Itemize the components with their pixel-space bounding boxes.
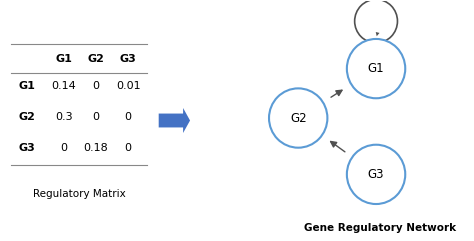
Text: 0: 0 (92, 81, 100, 91)
Text: G1: G1 (18, 81, 35, 91)
Text: 0: 0 (125, 112, 132, 122)
Text: 0.18: 0.18 (83, 143, 109, 153)
Text: 0.01: 0.01 (116, 81, 141, 91)
Text: 0: 0 (125, 143, 132, 153)
Text: G2: G2 (18, 112, 35, 122)
Text: Gene Regulatory Network: Gene Regulatory Network (303, 223, 456, 233)
Text: 0: 0 (60, 143, 67, 153)
Ellipse shape (347, 39, 405, 98)
Text: 0.14: 0.14 (51, 81, 76, 91)
Ellipse shape (269, 88, 328, 148)
Text: Regulatory Matrix: Regulatory Matrix (34, 189, 126, 199)
Ellipse shape (347, 145, 405, 204)
Text: G2: G2 (290, 112, 307, 125)
Text: 0.3: 0.3 (55, 112, 73, 122)
Text: G1: G1 (368, 62, 384, 75)
Text: G3: G3 (368, 168, 384, 181)
Text: G2: G2 (88, 54, 104, 64)
Text: G1: G1 (55, 54, 72, 64)
Text: G3: G3 (18, 143, 35, 153)
Text: 0: 0 (92, 112, 100, 122)
Text: G3: G3 (120, 54, 137, 64)
